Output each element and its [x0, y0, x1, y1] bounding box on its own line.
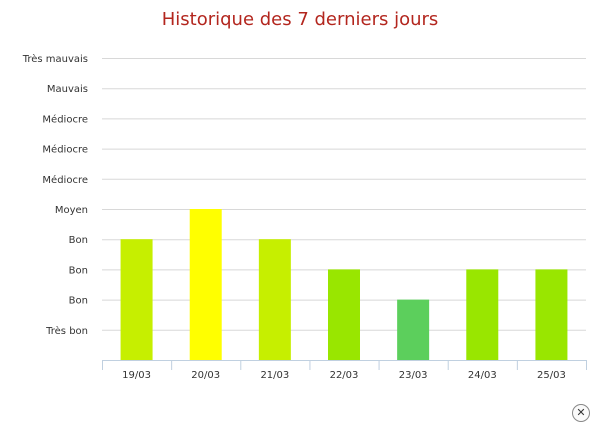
x-tick-label: 21/03 — [260, 370, 289, 381]
bar[interactable] — [120, 239, 153, 360]
y-tick-label: Mauvais — [47, 84, 88, 95]
x-axis — [102, 360, 587, 370]
y-axis-labels: Très bon Bon Bon Bon Moyen Médiocre Médiocre Mé… — [22, 53, 88, 337]
x-tick-label: 20/03 — [191, 370, 220, 381]
bar[interactable] — [535, 269, 568, 360]
x-tick-label: 19/03 — [122, 370, 151, 381]
bar[interactable] — [397, 299, 430, 360]
x-tick-label: 24/03 — [468, 370, 497, 381]
x-tick-label: 22/03 — [330, 370, 359, 381]
bar[interactable] — [328, 269, 360, 360]
y-tick-label: Moyen — [55, 205, 88, 216]
bar[interactable] — [258, 239, 291, 360]
x-tick-label: 23/03 — [399, 370, 428, 381]
bar[interactable] — [189, 209, 222, 360]
y-tick-label: Bon — [69, 265, 88, 276]
chart-title: Historique des 7 derniers jours — [161, 9, 439, 30]
bars — [120, 209, 568, 360]
y-tick-label: Médiocre — [42, 174, 88, 186]
close-icon: ✕ — [576, 406, 586, 419]
bar[interactable] — [466, 269, 499, 360]
y-tick-label: Très mauvais — [22, 53, 88, 65]
y-tick-label: Médiocre — [42, 113, 88, 125]
y-tick-label: Très bon — [45, 325, 88, 337]
y-tick-label: Bon — [69, 296, 88, 307]
close-button[interactable]: ✕ — [572, 404, 590, 422]
x-tick-label: 25/03 — [537, 370, 566, 381]
y-tick-label: Médiocre — [42, 144, 88, 156]
y-tick-label: Bon — [69, 235, 88, 246]
x-axis-labels: 19/03 20/03 21/03 22/03 23/03 24/03 25/03 — [122, 370, 566, 381]
